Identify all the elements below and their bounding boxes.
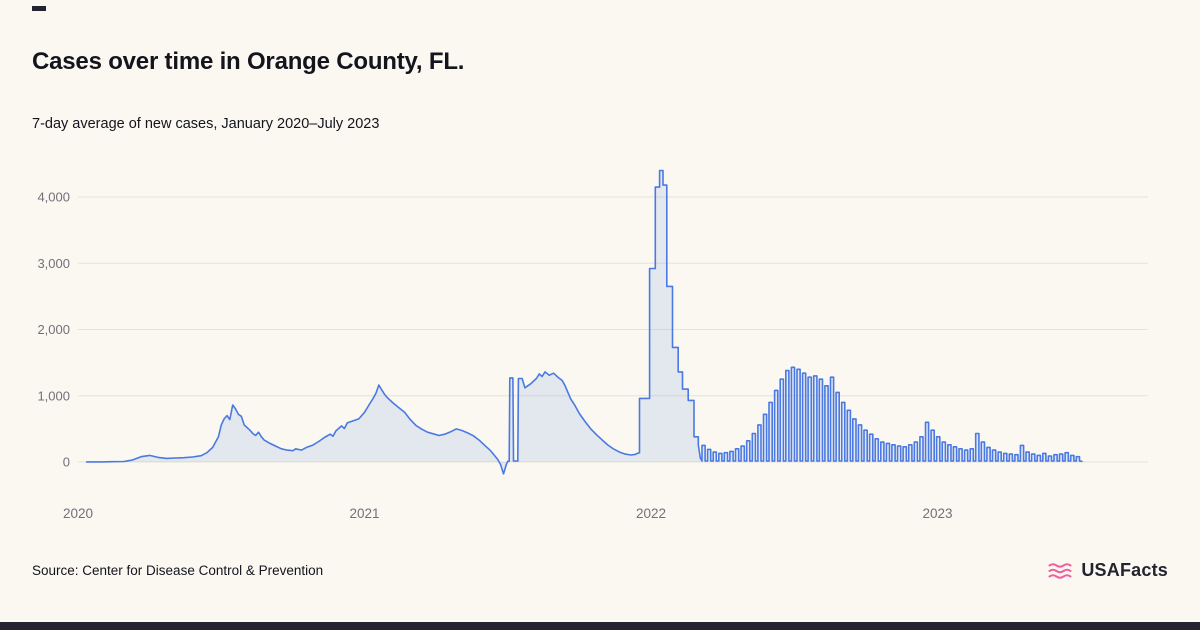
y-tick-label: 4,000 xyxy=(37,190,70,205)
source-attribution: Source: Center for Disease Control & Pre… xyxy=(32,563,324,578)
chart-subtitle: 7-day average of new cases, January 2020… xyxy=(32,116,380,132)
area-fill xyxy=(86,170,1082,474)
cases-over-time-chart: 0 1,000 2,000 3,000 4,000 2020 2021 2022 2023 xyxy=(37,169,1148,521)
usafacts-flag-icon xyxy=(1048,562,1072,579)
series-line xyxy=(85,169,1083,475)
x-tick-label: 2020 xyxy=(63,506,93,521)
page-title: Cases over time in Orange County, FL. xyxy=(32,48,465,75)
y-tick-label: 2,000 xyxy=(37,322,70,337)
y-tick-label: 3,000 xyxy=(37,256,70,271)
brand-corner-mark xyxy=(32,6,46,11)
usafacts-logo: USAFacts xyxy=(1048,560,1168,581)
usafacts-wordmark: USAFacts xyxy=(1081,560,1168,580)
x-tick-label: 2023 xyxy=(922,506,952,521)
footer-accent-bar xyxy=(0,622,1200,630)
x-tick-label: 2021 xyxy=(349,506,379,521)
x-tick-label: 2022 xyxy=(636,506,666,521)
y-tick-label: 1,000 xyxy=(37,388,70,403)
y-tick-label: 0 xyxy=(63,455,70,470)
